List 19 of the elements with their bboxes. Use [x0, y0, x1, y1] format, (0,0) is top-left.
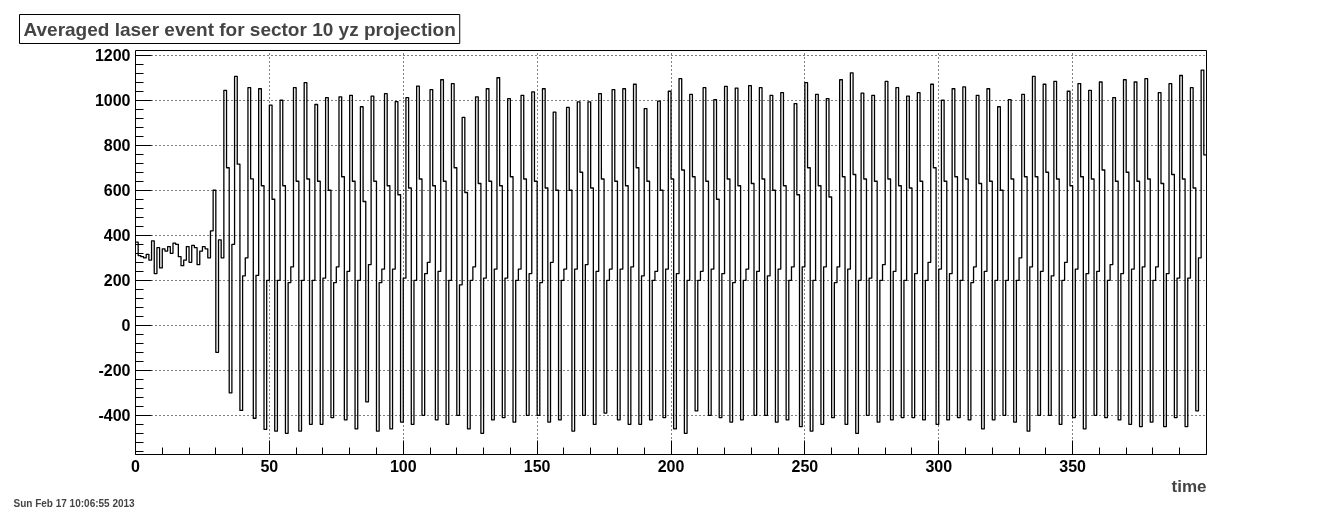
x-tick-label: 100: [389, 457, 417, 475]
y-tick-label: 400: [103, 227, 131, 245]
y-tick-label: 200: [103, 272, 131, 290]
text: Sun Feb 17 10:06:55 2013: [13, 497, 136, 508]
y-tick-label: 800: [103, 137, 131, 155]
x-tick-label: 250: [791, 457, 819, 475]
x-tick-label: 150: [523, 457, 551, 475]
y-tick-label: 0: [121, 317, 131, 335]
y-tick-label: 1200: [94, 47, 131, 65]
x-tick-label: 350: [1059, 457, 1087, 475]
y-tick-label: -400: [98, 407, 131, 425]
x-tick-label: 200: [657, 457, 685, 475]
y-tick-label: 1000: [94, 92, 131, 110]
y-tick-label: 600: [103, 182, 131, 200]
x-tick-label: 50: [260, 457, 279, 475]
y-tick-label: -200: [98, 362, 131, 380]
x-tick-label: 300: [925, 457, 953, 475]
chart-title: Averaged laser event for sector 10 yz projection: [23, 18, 456, 40]
x-axis-title: time: [1171, 476, 1207, 496]
